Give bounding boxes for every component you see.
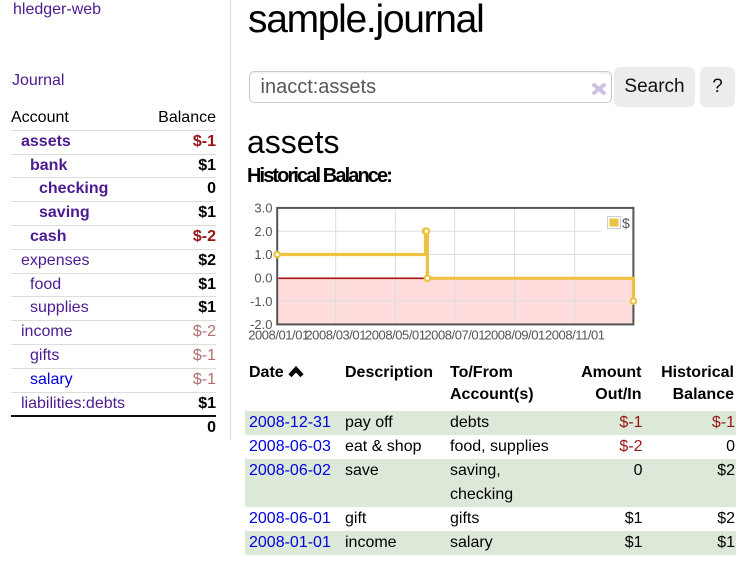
svg-text:2008/03/01: 2008/03/01 (305, 328, 366, 343)
svg-text:2008/07/01: 2008/07/01 (424, 328, 485, 343)
svg-text:2008/05/01: 2008/05/01 (365, 328, 426, 343)
svg-text:-1.0: -1.0 (250, 294, 272, 309)
svg-text:3.0: 3.0 (254, 201, 272, 216)
svg-text:-2.0: -2.0 (250, 317, 272, 332)
svg-text:2008/01/01: 2008/01/01 (248, 328, 309, 343)
svg-text:2.0: 2.0 (254, 224, 272, 239)
svg-text:1.0: 1.0 (254, 247, 272, 262)
svg-text:2008/11/01: 2008/11/01 (545, 328, 605, 343)
svg-text:2008/09/01: 2008/09/01 (484, 328, 545, 343)
svg-text:0.0: 0.0 (254, 271, 272, 286)
svg-text:$: $ (622, 215, 630, 231)
